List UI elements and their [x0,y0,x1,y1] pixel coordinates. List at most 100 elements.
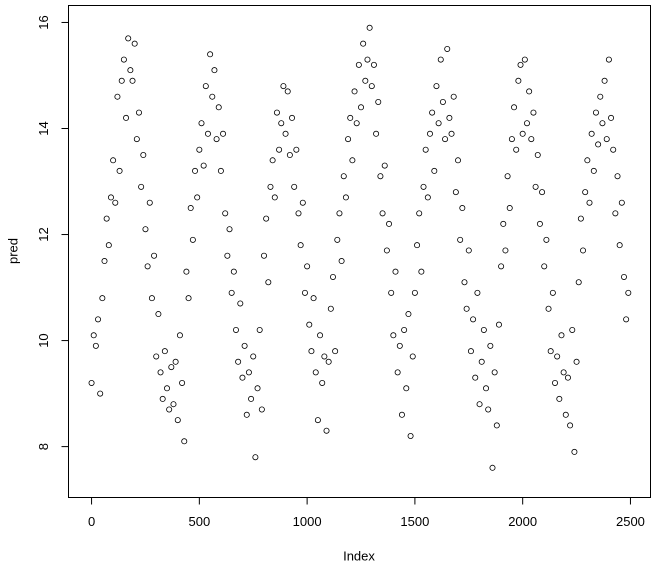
point [388,289,395,296]
point [198,120,205,127]
point [532,183,539,190]
point [521,56,528,63]
plot-frame [68,5,651,498]
point [140,152,147,159]
point [472,374,479,381]
point [258,406,265,413]
point [215,104,222,111]
point [498,263,505,270]
point [159,395,166,402]
point [545,305,552,312]
point [254,385,261,392]
point [407,432,414,439]
point [461,279,468,286]
point [595,141,602,148]
point [213,136,220,143]
point [256,326,263,333]
point [478,358,485,365]
point [506,205,513,212]
point [366,24,373,31]
point [614,173,621,180]
point [590,167,597,174]
point [437,56,444,63]
point [133,136,140,143]
point [194,194,201,201]
point [105,242,112,249]
point [338,258,345,265]
point [582,189,589,196]
point [282,130,289,137]
point [452,189,459,196]
point [278,120,285,127]
point [394,369,401,376]
point [573,358,580,365]
point [347,114,354,121]
point [211,67,218,74]
point [319,379,326,386]
point [181,438,188,445]
point [88,379,95,386]
point [414,242,421,249]
point [99,295,106,302]
point [317,332,324,339]
point [370,61,377,68]
point [289,114,296,121]
point [616,242,623,249]
point [463,305,470,312]
point [92,342,99,349]
point [605,56,612,63]
point [386,220,393,227]
point [295,210,302,217]
point [364,56,371,63]
point [297,242,304,249]
point [424,194,431,201]
point [556,395,563,402]
point [239,374,246,381]
x-tick-label: 2000 [508,514,537,529]
point [114,93,121,100]
y-tick-label: 10 [36,333,51,347]
point [392,268,399,275]
point [409,353,416,360]
point [543,236,550,243]
point [515,77,522,84]
point [455,157,462,164]
y-tick-label: 14 [36,121,51,135]
point [552,379,559,386]
point [608,114,615,121]
point [176,332,183,339]
point [519,130,526,137]
point [157,369,164,376]
point [153,353,160,360]
point [612,210,619,217]
point [584,157,591,164]
point [170,401,177,408]
point [237,300,244,307]
point [95,316,102,323]
point [536,220,543,227]
point [125,35,132,42]
point [485,406,492,413]
point [517,61,524,68]
point [620,273,627,280]
point [243,411,250,418]
point [269,157,276,164]
point [373,130,380,137]
point [284,88,291,95]
point [580,247,587,254]
point [625,289,632,296]
point [433,83,440,90]
point [489,464,496,471]
point [401,326,408,333]
x-axis-label: Index [343,548,375,563]
point [508,136,515,143]
point [204,130,211,137]
point [623,316,630,323]
point [327,305,334,312]
point [592,109,599,116]
point [483,385,490,392]
point [222,210,229,217]
point [429,109,436,116]
point [610,146,617,153]
